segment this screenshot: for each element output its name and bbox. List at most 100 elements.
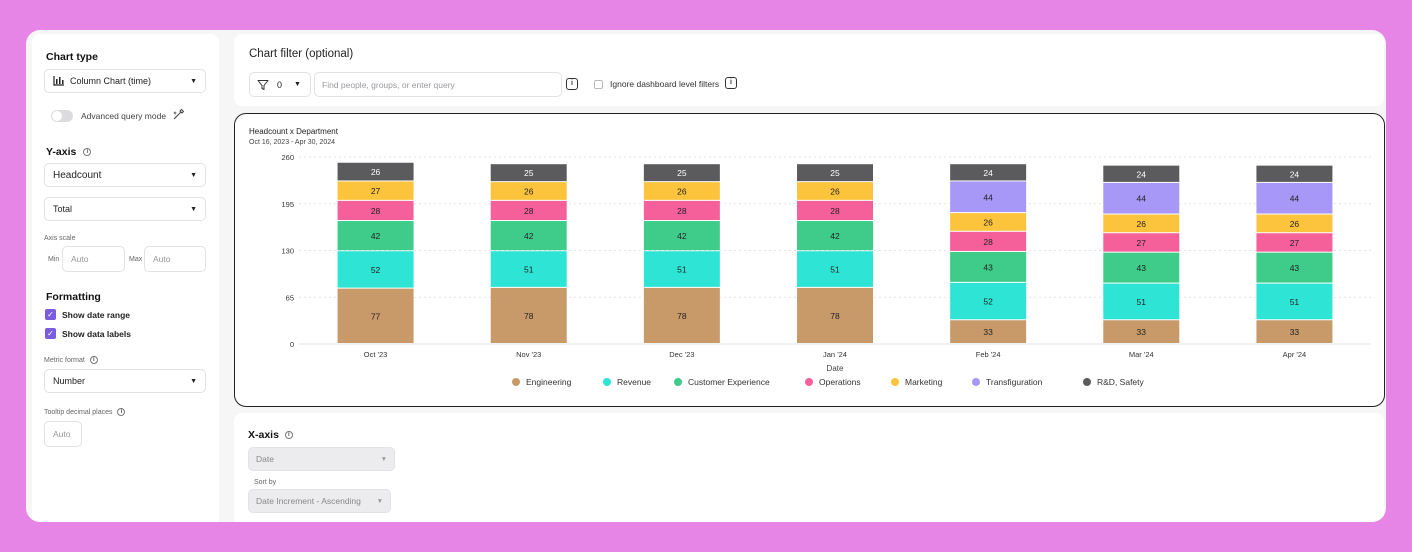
bar-segment	[1256, 165, 1333, 182]
legend-swatch	[512, 378, 520, 386]
bar-segment	[490, 221, 567, 251]
data-label: 51	[830, 265, 840, 275]
tooltip-decimal-input[interactable]: Auto	[44, 421, 82, 447]
x-tick-label: Mar '24	[1129, 350, 1154, 359]
bar-segment	[950, 181, 1027, 213]
bar-segment	[1103, 233, 1180, 252]
bar-segment	[643, 221, 720, 251]
data-label: 27	[1137, 238, 1147, 248]
bar-segment	[1256, 283, 1333, 320]
info-icon[interactable]: i	[89, 356, 98, 364]
chart-filter-panel: Chart filter (optional) 0 ▼ Find people,…	[234, 34, 1384, 106]
data-label: 33	[1137, 327, 1147, 337]
legend-item: Revenue	[617, 377, 651, 387]
data-label: 42	[524, 231, 534, 241]
data-label: 25	[677, 168, 687, 178]
show-data-labels-checkbox[interactable]: ✓	[45, 328, 56, 339]
bar-segment	[337, 181, 414, 200]
legend-swatch	[1083, 378, 1091, 386]
data-label: 78	[524, 311, 534, 321]
bar-segment	[950, 231, 1027, 251]
bar-segment	[1256, 320, 1333, 343]
data-label: 44	[1137, 194, 1147, 204]
data-label: 77	[371, 311, 381, 321]
show-date-range-label: Show date range	[62, 310, 131, 320]
advanced-query-label: Advanced query mode	[81, 111, 167, 121]
metric-format-value: Number	[53, 376, 86, 386]
bar-segment	[337, 251, 414, 288]
data-label: 42	[677, 231, 687, 241]
chart-type-select[interactable]: Column Chart (time) ▼	[44, 69, 206, 93]
data-label: 25	[524, 168, 534, 178]
legend-item: Engineering	[526, 377, 572, 387]
y-tick-label: 130	[281, 247, 294, 256]
chart-card[interactable]: Headcount x Department Oct 16, 2023 - Ap…	[234, 113, 1385, 407]
filter-query-input[interactable]: Find people, groups, or enter query	[314, 72, 562, 97]
data-label: 78	[830, 311, 840, 321]
column-chart-icon	[53, 76, 64, 86]
bar-segment	[643, 251, 720, 287]
bar-segment	[490, 287, 567, 343]
stacked-column-chart: 0 65 130 195 260 77 52 42 28 27 26 Oct '23 78 51 42 28 2…	[281, 153, 1371, 387]
metric-format-select[interactable]: Number ▼	[44, 369, 206, 393]
data-label: 26	[1290, 219, 1300, 229]
chart-filter-title: Chart filter (optional)	[249, 48, 354, 60]
max-label: Max	[129, 256, 143, 263]
y-tick-label: 260	[281, 153, 294, 162]
legend-item: Operations	[819, 377, 861, 387]
bar-segment	[797, 221, 873, 251]
bar-segment	[490, 164, 567, 182]
sort-by-select[interactable]: Date Increment - Ascending ▼	[248, 489, 391, 513]
bar-segment	[1103, 320, 1180, 343]
xaxis-field-select[interactable]: Date ▼	[248, 447, 395, 471]
filter-count-button[interactable]: 0 ▼	[249, 72, 311, 97]
data-label: 27	[371, 186, 381, 196]
axis-max-input[interactable]: Auto	[144, 246, 206, 272]
info-icon[interactable]: i	[566, 78, 578, 90]
aggregation-select[interactable]: Total ▼	[44, 197, 206, 221]
info-icon[interactable]: i	[117, 408, 126, 416]
data-label: 42	[371, 231, 381, 241]
data-label: 44	[983, 192, 993, 202]
show-date-range-checkbox[interactable]: ✓	[45, 309, 56, 320]
bar-segment	[797, 287, 873, 343]
info-icon[interactable]: i	[284, 431, 293, 440]
data-label: 43	[1137, 263, 1147, 273]
chevron-down-icon: ▼	[294, 81, 301, 88]
bar-segment	[643, 182, 720, 200]
metric-format-label: Metric format i	[44, 356, 98, 364]
info-icon[interactable]: i	[83, 148, 92, 157]
data-label: 52	[371, 265, 381, 275]
bar-segment	[490, 200, 567, 221]
bar-segment	[950, 164, 1027, 181]
chart-date-range: Oct 16, 2023 - Apr 30, 2024	[249, 139, 336, 146]
metric-select[interactable]: Headcount ▼	[44, 163, 206, 187]
bar-segment	[1256, 182, 1333, 214]
info-icon[interactable]: i	[725, 77, 737, 89]
bar-segment	[337, 162, 414, 181]
chevron-down-icon: ▼	[190, 377, 197, 385]
data-label: 28	[677, 206, 687, 216]
chevron-down-icon: ▼	[376, 497, 383, 505]
bar-segment	[643, 287, 720, 343]
funnel-icon	[257, 79, 269, 90]
data-label: 28	[524, 206, 534, 216]
y-tick-label: 0	[290, 340, 294, 349]
x-tick-label: Dec '23	[669, 350, 694, 359]
legend-item: Customer Experience	[688, 377, 770, 387]
ignore-dashboard-filters-checkbox[interactable]	[594, 80, 603, 89]
data-label: 26	[677, 187, 687, 197]
data-label: 44	[1290, 194, 1300, 204]
data-label: 33	[1290, 327, 1300, 337]
data-label: 33	[983, 327, 993, 337]
data-label: 24	[983, 168, 993, 178]
bar-segment	[1103, 283, 1180, 320]
xaxis-title: X-axis i	[248, 429, 293, 441]
magic-wand-icon[interactable]	[172, 108, 185, 121]
chevron-down-icon: ▼	[190, 205, 197, 213]
x-tick-label: Apr '24	[1283, 350, 1307, 359]
chevron-down-icon: ▼	[380, 455, 387, 463]
bar-segment	[950, 213, 1027, 231]
axis-min-input[interactable]: Auto	[62, 246, 125, 272]
advanced-query-toggle[interactable]	[51, 110, 73, 122]
